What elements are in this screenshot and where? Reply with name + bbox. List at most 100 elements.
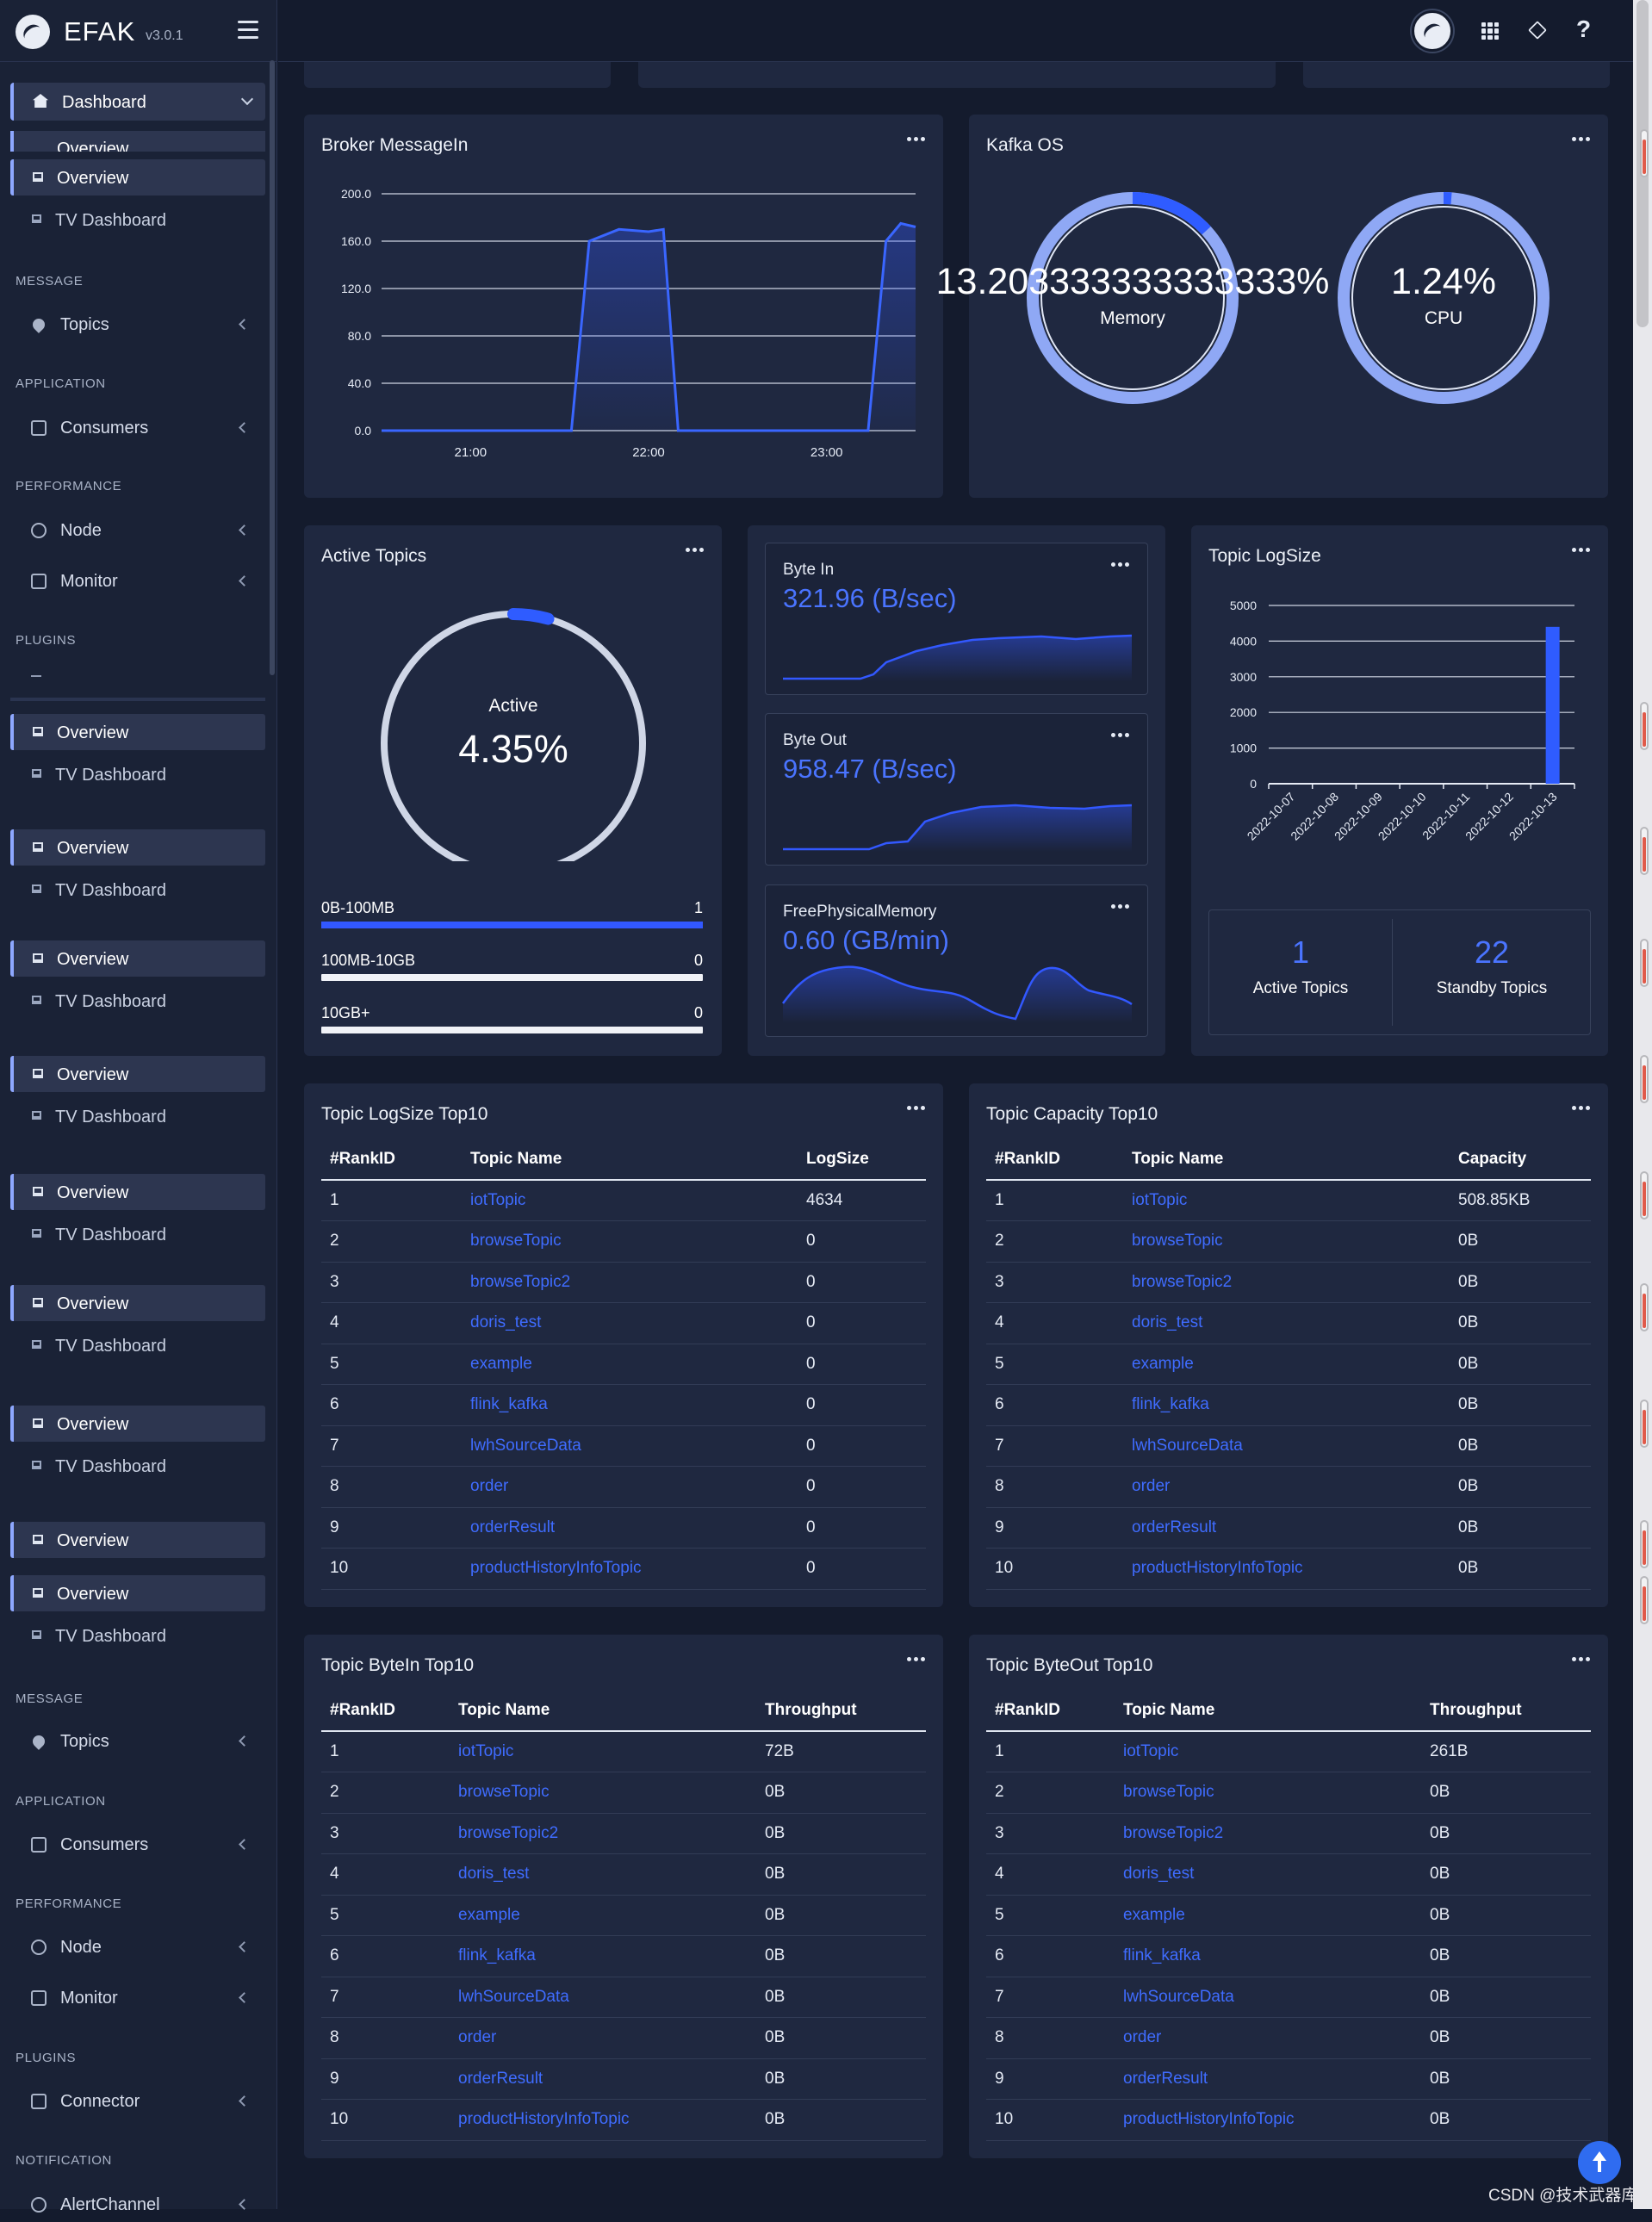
- column-header[interactable]: Throughput: [756, 1690, 926, 1732]
- more-options-icon[interactable]: [1111, 733, 1130, 738]
- sidebar-item-overview[interactable]: Overview: [10, 1285, 265, 1321]
- topic-name-link[interactable]: productHistoryInfoTopic: [462, 1548, 798, 1590]
- topic-name-link[interactable]: iotTopic: [1123, 1180, 1450, 1221]
- topic-name-link[interactable]: example: [450, 1895, 756, 1936]
- help-icon[interactable]: ?: [1576, 16, 1592, 42]
- sidebar-item-tv-dashboard[interactable]: TV Dashboard: [10, 1329, 265, 1362]
- topic-name-link[interactable]: lwhSourceData: [450, 1977, 756, 2018]
- sidebar-item-node[interactable]: Node: [10, 513, 265, 548]
- column-header[interactable]: Capacity: [1450, 1139, 1591, 1181]
- topic-name-link[interactable]: order: [450, 2017, 756, 2059]
- sidebar-item-overview[interactable]: Overview: [10, 1575, 265, 1611]
- sidebar-item-topics[interactable]: Topics: [10, 1724, 265, 1759]
- sidebar-item-consumers[interactable]: Consumers: [10, 411, 265, 445]
- topic-name-link[interactable]: browseTopic: [1123, 1220, 1450, 1263]
- topic-name-link[interactable]: orderResult: [450, 2058, 756, 2100]
- topic-name-link[interactable]: lwhSourceData: [462, 1425, 798, 1467]
- topic-name-link[interactable]: browseTopic2: [450, 1813, 756, 1854]
- topic-name-link[interactable]: orderResult: [1123, 1507, 1450, 1549]
- sidebar-item-overview[interactable]: Overview: [10, 714, 265, 750]
- more-options-icon[interactable]: [1111, 904, 1130, 909]
- topic-name-link[interactable]: flink_kafka: [1123, 1384, 1450, 1426]
- sidebar-item-overview[interactable]: Overview: [10, 1522, 265, 1558]
- sidebar-item-overview-partial[interactable]: Overview: [10, 131, 265, 152]
- sidebar-scrollbar[interactable]: [270, 60, 275, 675]
- sidebar-item-overview[interactable]: Overview: [10, 1406, 265, 1442]
- efak-logo-icon[interactable]: [16, 15, 50, 49]
- sidebar-item-tv-dashboard[interactable]: TV Dashboard: [10, 1100, 265, 1133]
- sidebar-item-tv-dashboard[interactable]: TV Dashboard: [10, 1218, 265, 1251]
- topic-name-link[interactable]: browseTopic2: [1123, 1262, 1450, 1303]
- topic-name-link[interactable]: order: [1115, 2017, 1421, 2059]
- topic-name-link[interactable]: iotTopic: [1115, 1731, 1421, 1772]
- topic-name-link[interactable]: lwhSourceData: [1123, 1425, 1450, 1467]
- scroll-to-top-button[interactable]: [1578, 2141, 1621, 2184]
- topic-name-link[interactable]: doris_test: [1123, 1302, 1450, 1344]
- sidebar-item-tv-dashboard[interactable]: TV Dashboard: [10, 1619, 265, 1652]
- column-header[interactable]: Throughput: [1421, 1690, 1591, 1732]
- topic-name-link[interactable]: productHistoryInfoTopic: [1115, 2099, 1421, 2141]
- topic-name-link[interactable]: order: [1123, 1466, 1450, 1508]
- column-header[interactable]: Topic Name: [462, 1139, 798, 1181]
- sidebar-item-dashboard[interactable]: Dashboard: [10, 83, 265, 121]
- sidebar-item-monitor[interactable]: Monitor: [10, 1981, 265, 2015]
- topic-name-link[interactable]: browseTopic2: [462, 1262, 798, 1303]
- topic-name-link[interactable]: doris_test: [450, 1853, 756, 1896]
- more-options-icon[interactable]: [1572, 137, 1591, 142]
- sidebar-item-node[interactable]: Node: [10, 1930, 265, 1964]
- column-header[interactable]: Topic Name: [1115, 1690, 1421, 1732]
- topic-name-link[interactable]: example: [1115, 1895, 1421, 1936]
- sidebar-item-overview[interactable]: Overview: [10, 940, 265, 977]
- column-header[interactable]: #RankID: [986, 1139, 1123, 1181]
- sidebar-item-tv-dashboard[interactable]: TV Dashboard: [10, 873, 265, 906]
- topic-name-link[interactable]: browseTopic: [462, 1220, 798, 1263]
- topic-name-link[interactable]: orderResult: [1115, 2058, 1421, 2100]
- column-header[interactable]: #RankID: [321, 1139, 462, 1181]
- topic-name-link[interactable]: example: [1123, 1344, 1450, 1385]
- sidebar-item-overview[interactable]: Overview: [10, 1174, 265, 1210]
- topic-name-link[interactable]: doris_test: [1115, 1853, 1421, 1896]
- menu-toggle-icon[interactable]: [238, 21, 258, 40]
- topic-name-link[interactable]: productHistoryInfoTopic: [450, 2099, 756, 2141]
- sidebar-item-overview[interactable]: Overview: [10, 159, 265, 196]
- more-options-icon[interactable]: [1111, 562, 1130, 568]
- topic-name-link[interactable]: example: [462, 1344, 798, 1385]
- topic-name-link[interactable]: browseTopic2: [1115, 1813, 1421, 1854]
- column-header[interactable]: Topic Name: [1123, 1139, 1450, 1181]
- more-options-icon[interactable]: [1572, 548, 1591, 553]
- column-header[interactable]: Topic Name: [450, 1690, 756, 1732]
- page-scrollbar[interactable]: [1633, 0, 1652, 2209]
- topic-name-link[interactable]: browseTopic: [450, 1772, 756, 1814]
- sidebar-item-tv-dashboard[interactable]: TV Dashboard: [10, 758, 265, 791]
- topic-name-link[interactable]: flink_kafka: [462, 1384, 798, 1426]
- avatar[interactable]: [1412, 10, 1453, 52]
- more-options-icon[interactable]: [686, 548, 705, 553]
- more-options-icon[interactable]: [907, 1657, 926, 1662]
- more-options-icon[interactable]: [907, 137, 926, 142]
- more-options-icon[interactable]: [1572, 1657, 1591, 1662]
- column-header[interactable]: LogSize: [798, 1139, 926, 1181]
- topic-name-link[interactable]: productHistoryInfoTopic: [1123, 1548, 1450, 1590]
- sidebar-item-alert-channel[interactable]: AlertChannel: [10, 2188, 265, 2222]
- topic-name-link[interactable]: flink_kafka: [450, 1935, 756, 1977]
- sidebar-item-tv-dashboard[interactable]: TV Dashboard: [10, 1449, 265, 1482]
- topic-name-link[interactable]: iotTopic: [450, 1731, 756, 1772]
- sidebar-item-monitor[interactable]: Monitor: [10, 564, 265, 599]
- sidebar-item-consumers[interactable]: Consumers: [10, 1828, 265, 1862]
- topic-name-link[interactable]: iotTopic: [462, 1180, 798, 1221]
- sidebar-item-overview[interactable]: Overview: [10, 829, 265, 866]
- topic-name-link[interactable]: orderResult: [462, 1507, 798, 1549]
- topic-name-link[interactable]: order: [462, 1466, 798, 1508]
- topic-name-link[interactable]: flink_kafka: [1115, 1935, 1421, 1977]
- more-options-icon[interactable]: [1572, 1106, 1591, 1111]
- topic-name-link[interactable]: browseTopic: [1115, 1772, 1421, 1814]
- more-options-icon[interactable]: [907, 1106, 926, 1111]
- sidebar-item-topics[interactable]: Topics: [10, 307, 265, 342]
- sidebar-item-tv-dashboard[interactable]: TV Dashboard: [10, 984, 265, 1017]
- topic-name-link[interactable]: lwhSourceData: [1115, 1977, 1421, 2018]
- sidebar-item-overview[interactable]: Overview: [10, 1056, 265, 1092]
- column-header[interactable]: #RankID: [321, 1690, 450, 1732]
- apps-grid-icon[interactable]: [1481, 22, 1499, 40]
- column-header[interactable]: #RankID: [986, 1690, 1115, 1732]
- topic-name-link[interactable]: doris_test: [462, 1302, 798, 1344]
